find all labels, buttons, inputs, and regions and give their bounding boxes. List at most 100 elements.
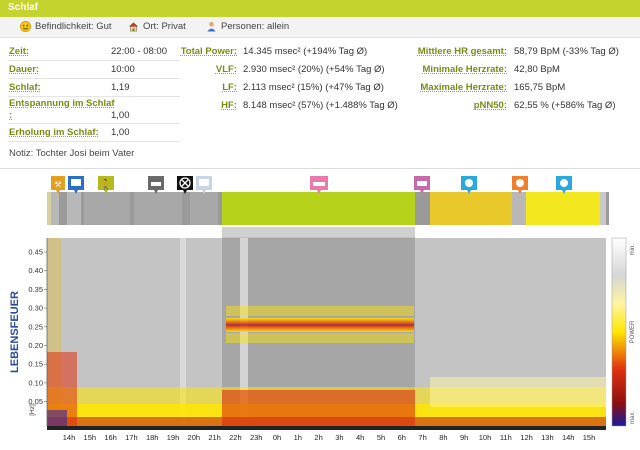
x-tick-label: 2h: [314, 433, 322, 442]
x-tick-label: 20h: [188, 433, 201, 442]
metric-label-max-hr: Maximale Herzrate:: [420, 82, 507, 93]
x-tick-label: 7h: [418, 433, 426, 442]
metric-label-total-power: Total Power:: [180, 46, 237, 57]
x-tick-label: 22h: [229, 433, 242, 442]
divider: [8, 60, 180, 61]
divider: [8, 123, 180, 124]
page-title: Schlaf: [8, 2, 39, 13]
y-tick-label: 0.10: [28, 378, 43, 387]
mood-info: Befindlichkeit: Gut: [20, 21, 112, 32]
divider: [8, 96, 180, 97]
spectrogram-svg: ⚒ 🚶 LEBENSFEUER [Hz] 0.: [9, 176, 636, 442]
x-tick-label: 12h: [520, 433, 533, 442]
title-bar: Schlaf: [0, 0, 640, 17]
x-tick-label: 5h: [377, 433, 385, 442]
x-tick-label: 15h: [583, 433, 596, 442]
marker-car-icon[interactable]: [148, 176, 164, 194]
activity-markers[interactable]: ⚒ 🚶: [51, 176, 572, 194]
y-tick-label: 0.25: [28, 322, 43, 331]
colorbar-min-label: min.: [630, 244, 636, 256]
colorbar-max-label: max.: [630, 411, 636, 424]
sleep-segment[interactable]: [222, 192, 415, 225]
marker-blocked-icon[interactable]: [177, 176, 193, 194]
marker-work-icon[interactable]: ⚒: [51, 176, 65, 194]
x-tick-label: 16h: [104, 433, 117, 442]
metric-value-vlf: 2.930 msec² (20%) (+54% Tag Ø): [243, 64, 385, 75]
metric-value-max-hr: 165,75 BpM: [514, 82, 566, 93]
y-tick-label: 0.20: [28, 341, 43, 350]
y-axis-title: LEBENSFEUER: [9, 291, 21, 373]
spectrogram-plot: [47, 227, 606, 426]
x-tick-label: 19h: [167, 433, 180, 442]
x-tick-label: 18h: [146, 433, 159, 442]
x-tick-label: 14h: [63, 433, 76, 442]
divider: [8, 141, 180, 142]
x-tick-label: 8h: [439, 433, 447, 442]
x-tick-label: 1h: [294, 433, 302, 442]
marker-head2-icon[interactable]: [556, 176, 572, 194]
marker-food-icon[interactable]: [512, 176, 528, 194]
x-tick-label: 23h: [250, 433, 263, 442]
metric-label-min-hr: Minimale Herzrate:: [422, 64, 507, 75]
x-tick-label: 13h: [541, 433, 554, 442]
metric-value-total-power: 14.345 msec² (+194% Tag Ø): [243, 46, 368, 57]
x-tick-label: 3h: [335, 433, 343, 442]
colorbar: min. POWER max.: [611, 237, 636, 427]
x-tick-label: 9h: [460, 433, 468, 442]
spectrogram-chart: ⚒ 🚶 LEBENSFEUER [Hz] 0.: [0, 172, 640, 445]
y-tick-label: 0.40: [28, 266, 43, 275]
location-text: Ort: Privat: [143, 21, 186, 32]
x-tick-label: 4h: [356, 433, 364, 442]
metric-value-zeit: 22:00 - 08:00: [111, 46, 167, 57]
metric-label-mittlere-hr: Mittlere HR gesamt:: [417, 46, 507, 57]
persons-text: Personen: allein: [221, 21, 290, 32]
section-divider: [0, 168, 640, 169]
svg-text:🚶: 🚶: [100, 178, 112, 191]
y-tick-label: 0.35: [28, 285, 43, 294]
metric-label-schlaf: Schlaf:: [9, 82, 41, 93]
marker-head-icon[interactable]: [461, 176, 477, 194]
marker-bed-icon[interactable]: [310, 176, 328, 194]
persons-info: Personen: allein: [206, 21, 289, 32]
divider: [8, 78, 180, 79]
marker-screen-icon[interactable]: [68, 176, 84, 194]
metric-value-pnn50: 62,55 % (+586% Tag Ø): [514, 100, 616, 111]
metric-value-lf: 2.113 msec² (15%) (+47% Tag Ø): [243, 82, 384, 93]
y-tick-label: 0.15: [28, 360, 43, 369]
x-axis: 14h 15h 16h 17h 18h 19h 20h 21h 22h 23h 0h 1h 2h 3h 4h…: [47, 426, 606, 442]
location-info: Ort: Privat: [128, 21, 186, 32]
metric-label-dauer: Dauer:: [9, 64, 40, 75]
metrics-panel: Zeit: 22:00 - 08:00 Dauer: 10:00 Schlaf:…: [0, 42, 640, 172]
metric-value-hf: 8.148 msec² (57%) (+1.488% Tag Ø): [243, 100, 398, 111]
metric-value-schlaf: 1,19: [111, 82, 130, 93]
x-tick-label: 10h: [479, 433, 492, 442]
mood-text: Befindlichkeit: Gut: [35, 21, 112, 32]
x-tick-label: 0h: [273, 433, 281, 442]
marker-cart-icon[interactable]: [414, 176, 430, 194]
info-bar: Befindlichkeit: Gut Ort: Privat Personen…: [0, 17, 640, 38]
x-tick-label: 11h: [500, 433, 512, 442]
x-tick-label: 14h: [562, 433, 575, 442]
marker-chat-icon[interactable]: [196, 176, 212, 194]
metric-label-entspannung: Entspannung im Schlaf: [9, 98, 115, 109]
metric-label-pnn50: pNN50:: [473, 100, 507, 111]
metric-label-hf: HF:: [221, 100, 237, 111]
y-tick-label: 0.05: [28, 397, 43, 406]
colorbar-title: POWER: [630, 320, 636, 343]
metric-value-dauer: 10:00: [111, 64, 135, 75]
smiley-icon: [20, 21, 31, 32]
metric-value-entspannung: 1,00: [111, 110, 130, 121]
metric-label-zeit: Zeit:: [9, 46, 30, 57]
person-icon: [207, 21, 216, 32]
x-tick-label: 17h: [125, 433, 138, 442]
house-icon: [128, 22, 139, 32]
metric-label-entspannung-colon: :: [9, 110, 13, 121]
marker-walk-icon[interactable]: 🚶: [98, 176, 114, 194]
activity-strip: [47, 192, 609, 225]
svg-text:⚒: ⚒: [54, 180, 61, 189]
x-tick-label: 21h: [208, 433, 221, 442]
metric-label-vlf: VLF:: [215, 64, 237, 75]
metric-value-mittlere-hr: 58,79 BpM (-33% Tag Ø): [514, 46, 619, 57]
metric-label-erholung: Erholung im Schlaf:: [9, 127, 99, 138]
metric-value-erholung: 1,00: [111, 127, 130, 138]
